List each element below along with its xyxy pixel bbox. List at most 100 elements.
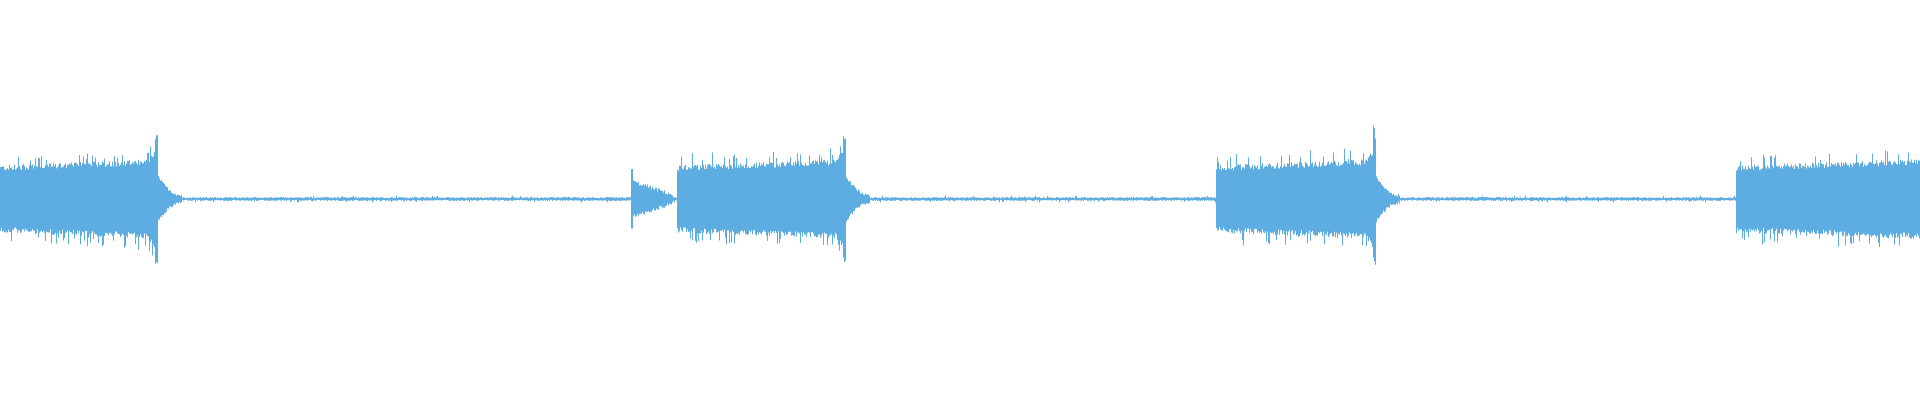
waveform-sample	[173, 194, 174, 206]
waveform-sample	[1137, 197, 1138, 200]
waveform-sample	[1706, 197, 1707, 201]
waveform-sample	[1383, 186, 1384, 211]
waveform-sample	[1396, 195, 1397, 204]
waveform-sample	[1594, 197, 1595, 201]
waveform-sample	[1627, 198, 1628, 201]
waveform-sample	[373, 197, 374, 201]
waveform-sample	[406, 197, 407, 201]
waveform-sample	[1607, 197, 1608, 201]
waveform-sample	[1892, 165, 1893, 238]
waveform-sample	[183, 197, 184, 201]
waveform-sample	[1489, 197, 1490, 201]
waveform-sample	[712, 152, 713, 234]
waveform-sample	[1801, 168, 1802, 233]
waveform-sample	[404, 197, 405, 202]
waveform-sample	[396, 195, 397, 201]
waveform-sample	[1629, 197, 1630, 200]
waveform-sample	[1294, 163, 1295, 234]
waveform-sample	[800, 154, 801, 244]
waveform-sample	[342, 196, 343, 201]
waveform-sample	[921, 198, 922, 201]
waveform-sample	[130, 165, 131, 235]
waveform-sample	[1244, 168, 1245, 231]
waveform-sample	[1196, 197, 1197, 201]
waveform-sample	[1451, 197, 1452, 201]
waveform-sample	[403, 197, 404, 201]
waveform-sample	[1328, 161, 1329, 237]
waveform-sample	[1573, 197, 1574, 201]
waveform-sample	[1076, 196, 1077, 201]
waveform-sample	[295, 197, 296, 200]
waveform-sample	[783, 162, 784, 234]
waveform-sample	[1483, 197, 1484, 201]
waveform-sample	[1374, 127, 1375, 262]
waveform-sample	[1662, 197, 1663, 201]
waveform-sample	[91, 165, 92, 234]
waveform-sample	[1707, 197, 1708, 201]
waveform-sample	[74, 163, 75, 239]
waveform-sample	[451, 198, 452, 201]
waveform-sample	[1161, 197, 1162, 201]
waveform-sample	[214, 197, 215, 201]
waveform-sample	[1290, 166, 1291, 241]
waveform-sample	[197, 197, 198, 201]
waveform-sample	[1836, 165, 1837, 234]
waveform-sample	[521, 197, 522, 201]
waveform-sample	[1583, 197, 1584, 201]
waveform-sample	[1549, 197, 1550, 200]
waveform-sample	[1861, 162, 1862, 235]
waveform-sample	[909, 198, 910, 201]
waveform-sample	[1221, 170, 1222, 231]
waveform-sample	[1302, 165, 1303, 236]
waveform-sample	[750, 168, 751, 233]
waveform-sample	[1709, 197, 1710, 201]
waveform-sample	[1101, 197, 1102, 200]
waveform-sample	[271, 197, 272, 201]
waveform-sample	[1266, 165, 1267, 242]
waveform-sample	[1373, 125, 1374, 258]
waveform-sample	[1080, 198, 1081, 201]
waveform-sample	[1233, 169, 1234, 230]
waveform-sample	[166, 186, 167, 212]
waveform-sample	[437, 195, 438, 201]
waveform-sample	[1504, 198, 1505, 201]
waveform-sample	[702, 159, 703, 241]
waveform-sample	[1174, 197, 1175, 201]
waveform-sample	[1799, 163, 1800, 232]
waveform-sample	[290, 197, 291, 203]
waveform-sample	[1321, 165, 1322, 233]
waveform-sample	[1637, 197, 1638, 201]
waveform-sample	[911, 197, 912, 201]
waveform-sample	[80, 161, 81, 245]
waveform-sample	[23, 164, 24, 230]
waveform-sample	[629, 197, 630, 201]
waveform-sample	[1072, 197, 1073, 200]
waveform-sample	[1544, 197, 1545, 201]
waveform-sample	[791, 165, 792, 236]
waveform-sample	[453, 197, 454, 201]
waveform-sample	[37, 166, 38, 230]
waveform-sample	[809, 155, 810, 233]
waveform-sample	[1695, 198, 1696, 201]
waveform-sample	[1414, 197, 1415, 200]
waveform-sample	[619, 197, 620, 201]
waveform-sample	[378, 197, 379, 200]
waveform-sample	[627, 197, 628, 200]
waveform-sample	[1845, 161, 1846, 246]
waveform-sample	[1638, 197, 1639, 201]
waveform-sample	[12, 169, 13, 230]
waveform-sample	[1889, 160, 1890, 236]
waveform-sample	[1574, 197, 1575, 201]
waveform-sample	[349, 197, 350, 201]
waveform-sample	[1447, 197, 1448, 201]
waveform-sample	[322, 197, 323, 200]
waveform-sample	[1252, 165, 1253, 232]
waveform-sample	[446, 197, 447, 201]
waveform-sample	[666, 193, 667, 206]
waveform-sample	[625, 198, 626, 201]
waveform-sample	[1547, 197, 1548, 203]
waveform-sample	[1895, 162, 1896, 238]
waveform-sample	[303, 197, 304, 201]
waveform-sample	[673, 197, 674, 201]
